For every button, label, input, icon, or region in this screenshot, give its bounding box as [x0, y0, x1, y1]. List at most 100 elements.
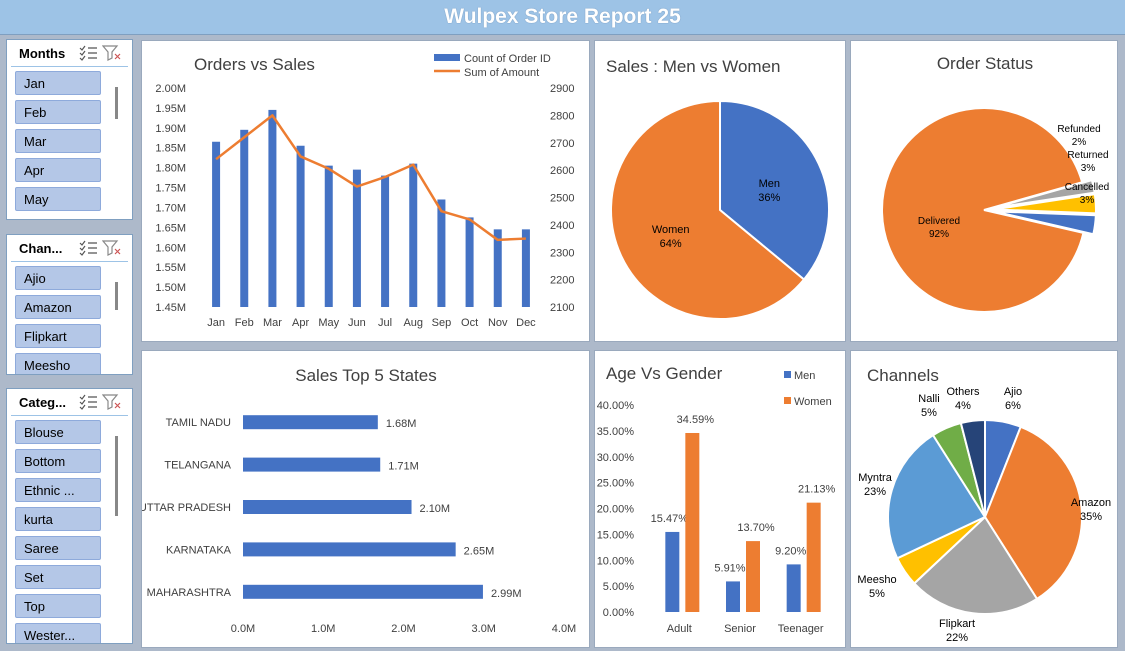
y-tick-label: 2.00M — [155, 83, 186, 95]
slice-name-label: Flipkart — [939, 618, 975, 630]
category-label: TAMIL NADU — [166, 417, 231, 429]
category-label: MAHARASHTRA — [147, 587, 232, 599]
data-label: 2.99M — [491, 588, 522, 600]
sales-men-women-panel: Sales : Men vs Women Men 36% Women 64% — [594, 40, 846, 342]
y-tick-label: 1.80M — [155, 163, 186, 175]
slicer-months[interactable]: Months Jan Feb Mar Apr May — [6, 39, 133, 220]
category-label: KARNATAKA — [166, 544, 232, 556]
y-tick-label: 1.65M — [155, 222, 186, 234]
slicer-item[interactable]: Top — [15, 594, 101, 618]
x-tick-label: Teenager — [778, 623, 824, 635]
pie-slice — [993, 210, 1097, 236]
y-tick-label: 1.85M — [155, 143, 186, 155]
slicer-item[interactable]: Mar — [15, 129, 101, 153]
clear-filter-icon[interactable] — [102, 240, 122, 256]
slicer-item[interactable]: Saree — [15, 536, 101, 560]
slicer-channels-header: Chan... — [11, 235, 128, 262]
slicer-categories-title: Categ... — [19, 394, 66, 410]
multi-select-icon[interactable] — [78, 394, 98, 410]
x-tick-label: Jan — [207, 317, 225, 329]
slicer-scrollbar[interactable] — [115, 282, 118, 310]
order-status-panel: Order Status Delivered 92% Refunded 2% Return… — [850, 40, 1118, 342]
slicer-item[interactable]: Bottom — [15, 449, 101, 473]
y-tick-label: 1.70M — [155, 202, 186, 214]
report-title: Wulpex Store Report 25 — [444, 5, 681, 28]
slicer-item[interactable]: Ajio — [15, 266, 101, 290]
bar — [493, 229, 502, 307]
x-tick-label: Feb — [235, 317, 254, 329]
multi-select-icon[interactable] — [78, 45, 98, 61]
slicer-item[interactable]: Amazon — [15, 295, 101, 319]
slicer-item[interactable]: Jan — [15, 71, 101, 95]
bar — [324, 165, 333, 307]
x-tick-label: 3.0M — [472, 623, 496, 635]
slicer-scrollbar[interactable] — [115, 87, 118, 119]
slicer-item[interactable]: Apr — [15, 158, 101, 182]
chart-title: Channels — [867, 366, 939, 385]
bar — [243, 415, 378, 430]
slice-value-label: 5% — [921, 407, 937, 419]
bar — [409, 163, 418, 307]
slice-value-label: 4% — [955, 400, 971, 412]
bar — [786, 564, 801, 612]
multi-select-icon[interactable] — [78, 240, 98, 256]
slicer-item[interactable]: May — [15, 187, 101, 211]
slicer-item[interactable]: Ethnic ... — [15, 478, 101, 502]
clear-filter-icon[interactable] — [102, 45, 122, 61]
y2-tick-label: 2200 — [550, 275, 574, 287]
slicer-item[interactable]: Feb — [15, 100, 101, 124]
slicer-item[interactable]: Blouse — [15, 420, 101, 444]
legend-label: Sum of Amount — [464, 67, 539, 79]
top-states-chart: Sales Top 5 States TAMIL NADU 1.68M TELANGA… — [142, 366, 576, 635]
legend-label: Men — [794, 370, 815, 382]
slice-name-label: Ajio — [1004, 386, 1022, 398]
slice-name-label: Myntra — [858, 472, 893, 484]
bar — [465, 217, 474, 307]
orders-vs-sales-panel: Orders vs Sales 2.00M 1.95M 1.90M 1.85M 1.80M… — [141, 40, 590, 342]
slice-name-label: Delivered — [918, 216, 960, 227]
bar — [746, 541, 760, 612]
data-label: 21.13% — [798, 484, 836, 496]
clear-filter-icon[interactable] — [102, 394, 122, 410]
slice-value-label: 23% — [864, 486, 886, 498]
slicer-months-title: Months — [19, 45, 66, 61]
y-tick-label: 1.55M — [155, 262, 186, 274]
pie-slice — [610, 99, 806, 320]
chart-title: Sales Top 5 States — [295, 366, 436, 385]
legend-swatch — [784, 371, 791, 378]
slice-name-label: Women — [652, 224, 690, 236]
orders-vs-sales-chart: Orders vs Sales 2.00M 1.95M 1.90M 1.85M 1.80M… — [155, 53, 574, 329]
slicer-item[interactable]: Wester... — [15, 623, 101, 643]
chart-title: Order Status — [937, 54, 1033, 73]
slice-value-label: 2% — [1072, 137, 1087, 148]
data-label: 1.71M — [388, 461, 419, 473]
slicer-item[interactable]: Set — [15, 565, 101, 589]
pie-slice — [912, 515, 1039, 615]
slicer-item[interactable]: kurta — [15, 507, 101, 531]
x-tick-label: 0.0M — [231, 623, 255, 635]
bar — [240, 129, 249, 307]
slicer-scrollbar[interactable] — [115, 436, 118, 516]
slice-value-label: 35% — [1080, 511, 1102, 523]
y2-tick-label: 2300 — [550, 247, 574, 259]
x-tick-label: Jul — [378, 317, 392, 329]
chart-title: Sales : Men vs Women — [606, 57, 780, 76]
slicer-channels[interactable]: Chan... Ajio Amazon Flipkart Meesho — [6, 234, 133, 375]
y-tick-label: 1.75M — [155, 183, 186, 195]
slicer-categories-header: Categ... — [11, 389, 128, 416]
slicer-item[interactable]: Flipkart — [15, 324, 101, 348]
slicer-item[interactable]: Meesho — [15, 353, 101, 374]
order-status-chart: Order Status Delivered 92% Refunded 2% Return… — [881, 54, 1109, 313]
pie-slice — [993, 193, 1097, 215]
channels-chart: Channels Ajio 6% Amazon 35% Flipkart 22% Meesho… — [857, 366, 1111, 644]
bar — [685, 432, 700, 612]
x-tick-label: Adult — [667, 623, 692, 635]
pie-slice — [959, 418, 986, 518]
x-tick-label: Sep — [432, 317, 452, 329]
bar — [806, 502, 821, 612]
y-tick-label: 25.00% — [597, 478, 635, 490]
x-tick-label: Nov — [488, 317, 508, 329]
x-tick-label: 4.0M — [552, 623, 576, 635]
slicer-categories[interactable]: Categ... Blouse Bottom Ethnic ... kurta … — [6, 388, 133, 644]
pie-slice — [983, 425, 1083, 601]
